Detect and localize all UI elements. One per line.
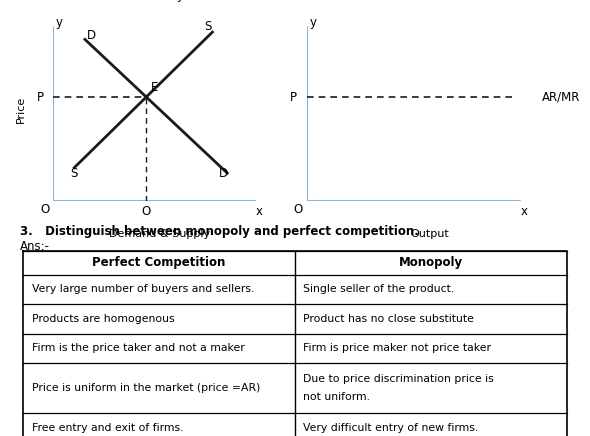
Text: Due to price discrimination price is: Due to price discrimination price is xyxy=(303,374,494,384)
Text: O: O xyxy=(142,205,151,218)
Text: Demand & Supply: Demand & Supply xyxy=(109,228,210,238)
Text: Product has no close substitute: Product has no close substitute xyxy=(303,314,474,324)
Text: Products are homogenous: Products are homogenous xyxy=(32,314,174,324)
Text: Perfect Competition: Perfect Competition xyxy=(93,256,226,269)
Text: Industry: Industry xyxy=(134,0,185,2)
Text: 3.   Distinguish between monopoly and perfect competition.: 3. Distinguish between monopoly and perf… xyxy=(20,225,419,238)
Text: Single seller of the product.: Single seller of the product. xyxy=(303,284,455,294)
Text: Firm: Firm xyxy=(417,0,444,2)
Text: not uniform.: not uniform. xyxy=(303,392,371,402)
Text: y: y xyxy=(56,17,63,30)
Text: x: x xyxy=(521,205,528,218)
Text: Firm is the price taker and not a maker: Firm is the price taker and not a maker xyxy=(32,343,244,353)
Text: D: D xyxy=(87,29,96,42)
Text: y: y xyxy=(310,17,317,30)
Text: O: O xyxy=(293,203,303,216)
Text: Price: Price xyxy=(17,95,26,123)
Text: Very large number of buyers and sellers.: Very large number of buyers and sellers. xyxy=(32,284,254,294)
Text: Price is uniform in the market (price =AR): Price is uniform in the market (price =A… xyxy=(32,383,260,393)
Text: S: S xyxy=(205,20,212,33)
Text: O: O xyxy=(40,203,49,216)
Text: Output: Output xyxy=(411,228,450,238)
Text: x: x xyxy=(255,205,263,218)
Text: P: P xyxy=(37,91,44,103)
Text: E: E xyxy=(151,82,159,94)
Text: Very difficult entry of new firms.: Very difficult entry of new firms. xyxy=(303,423,478,433)
Text: D: D xyxy=(218,167,228,180)
Text: S: S xyxy=(71,167,78,180)
Text: AR/MR: AR/MR xyxy=(542,91,581,103)
Text: Firm is price maker not price taker: Firm is price maker not price taker xyxy=(303,343,491,353)
Text: P: P xyxy=(290,91,297,103)
Text: Free entry and exit of firms.: Free entry and exit of firms. xyxy=(32,423,183,433)
Text: Monopoly: Monopoly xyxy=(399,256,463,269)
Text: Ans:-: Ans:- xyxy=(20,240,50,253)
